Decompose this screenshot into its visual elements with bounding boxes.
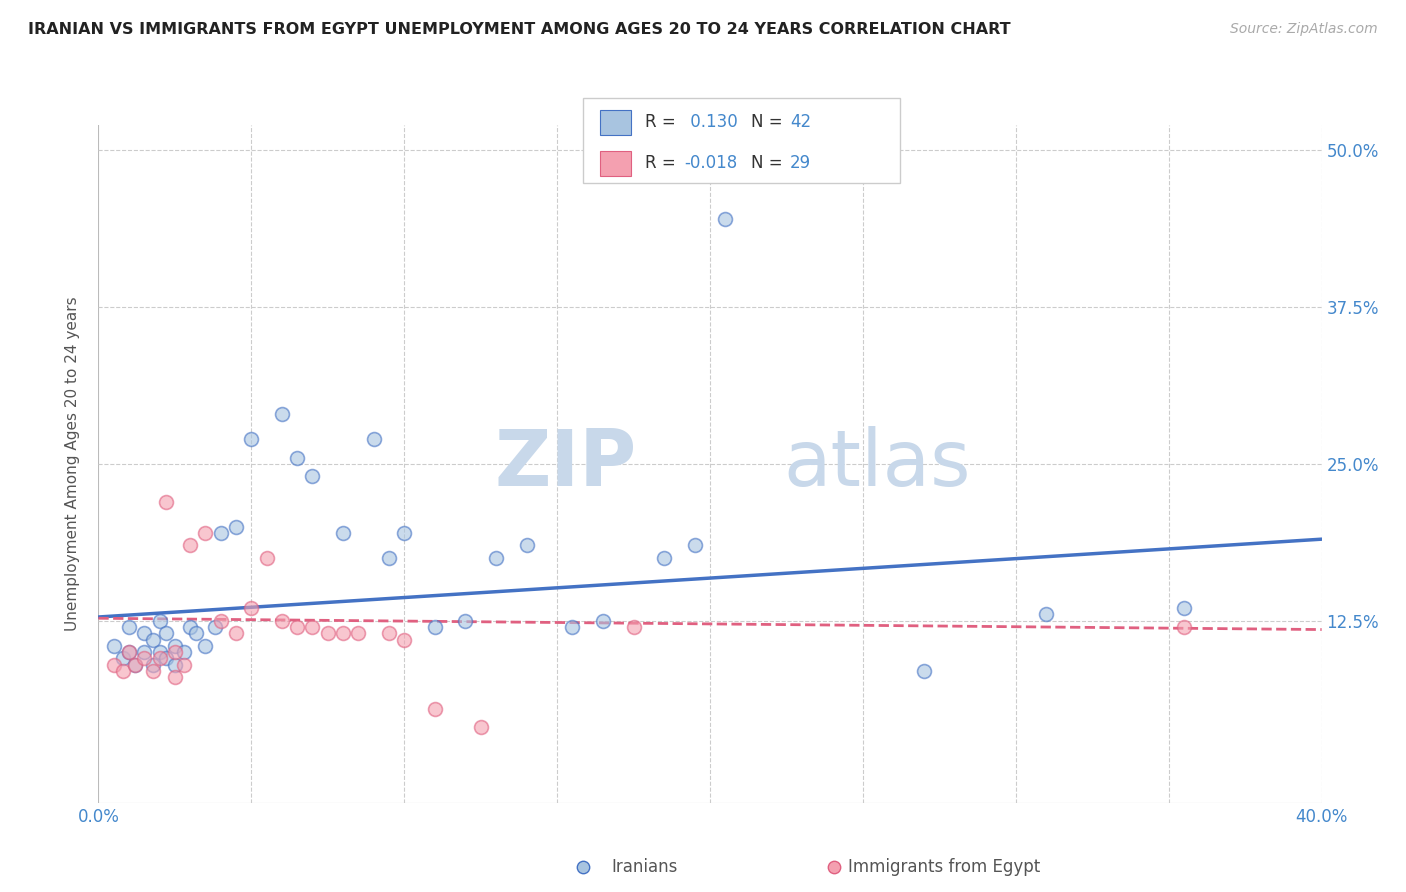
Point: [149, 614, 172, 628]
Point: [454, 614, 477, 628]
Point: [209, 614, 232, 628]
Point: [347, 626, 370, 640]
Point: [912, 664, 935, 678]
Point: [285, 620, 308, 634]
Point: [111, 651, 134, 665]
Point: [118, 645, 141, 659]
Text: 29: 29: [790, 154, 811, 172]
Point: [134, 651, 156, 665]
Point: [1173, 601, 1195, 615]
Point: [118, 620, 141, 634]
Point: [179, 620, 201, 634]
Text: 42: 42: [790, 113, 811, 131]
Point: [149, 645, 172, 659]
Point: [186, 626, 208, 640]
Point: [194, 639, 217, 653]
Point: [470, 721, 492, 735]
Point: [301, 469, 323, 483]
Point: [194, 525, 217, 540]
Text: ZIP: ZIP: [495, 425, 637, 502]
Text: atlas: atlas: [783, 425, 972, 502]
Point: [332, 626, 354, 640]
Point: [316, 626, 339, 640]
Point: [485, 551, 508, 566]
Point: [134, 626, 156, 640]
Point: [134, 645, 156, 659]
Point: [623, 620, 645, 634]
Point: [823, 860, 845, 874]
Point: [173, 645, 195, 659]
Point: [149, 651, 172, 665]
Point: [392, 525, 416, 540]
Point: [1173, 620, 1195, 634]
Point: [163, 657, 186, 672]
Point: [270, 407, 292, 421]
Point: [124, 657, 146, 672]
Text: Immigrants from Egypt: Immigrants from Egypt: [848, 858, 1040, 876]
Text: R =: R =: [645, 154, 682, 172]
Point: [363, 432, 385, 446]
Text: -0.018: -0.018: [685, 154, 738, 172]
Point: [240, 601, 263, 615]
Point: [270, 614, 292, 628]
Point: [423, 701, 446, 715]
Point: [118, 645, 141, 659]
Point: [225, 626, 247, 640]
Point: [155, 626, 177, 640]
Point: [111, 664, 134, 678]
Text: 0.130: 0.130: [685, 113, 738, 131]
Point: [516, 538, 538, 552]
Point: [225, 519, 247, 533]
Text: Source: ZipAtlas.com: Source: ZipAtlas.com: [1230, 22, 1378, 37]
Point: [592, 614, 614, 628]
Point: [179, 538, 201, 552]
Point: [209, 525, 232, 540]
Point: [256, 551, 278, 566]
Point: [173, 657, 195, 672]
Point: [561, 620, 583, 634]
Point: [155, 494, 177, 508]
Point: [155, 651, 177, 665]
Point: [142, 664, 165, 678]
Point: [285, 450, 308, 465]
Text: R =: R =: [645, 113, 682, 131]
Point: [332, 525, 354, 540]
Point: [714, 212, 737, 227]
Point: [103, 657, 125, 672]
Point: [301, 620, 323, 634]
Point: [1035, 607, 1057, 622]
Text: Iranians: Iranians: [612, 858, 678, 876]
Text: N =: N =: [751, 154, 787, 172]
Point: [204, 620, 226, 634]
Point: [378, 626, 401, 640]
Point: [240, 432, 263, 446]
Point: [163, 639, 186, 653]
Point: [163, 670, 186, 684]
Point: [652, 551, 675, 566]
Point: [378, 551, 401, 566]
Point: [142, 657, 165, 672]
Point: [423, 620, 446, 634]
Text: N =: N =: [751, 113, 787, 131]
Y-axis label: Unemployment Among Ages 20 to 24 years: Unemployment Among Ages 20 to 24 years: [65, 296, 80, 632]
Point: [103, 639, 125, 653]
Point: [142, 632, 165, 647]
Point: [572, 860, 595, 874]
Point: [392, 632, 416, 647]
Point: [163, 645, 186, 659]
Text: IRANIAN VS IMMIGRANTS FROM EGYPT UNEMPLOYMENT AMONG AGES 20 TO 24 YEARS CORRELAT: IRANIAN VS IMMIGRANTS FROM EGYPT UNEMPLO…: [28, 22, 1011, 37]
Point: [124, 657, 146, 672]
Point: [683, 538, 706, 552]
